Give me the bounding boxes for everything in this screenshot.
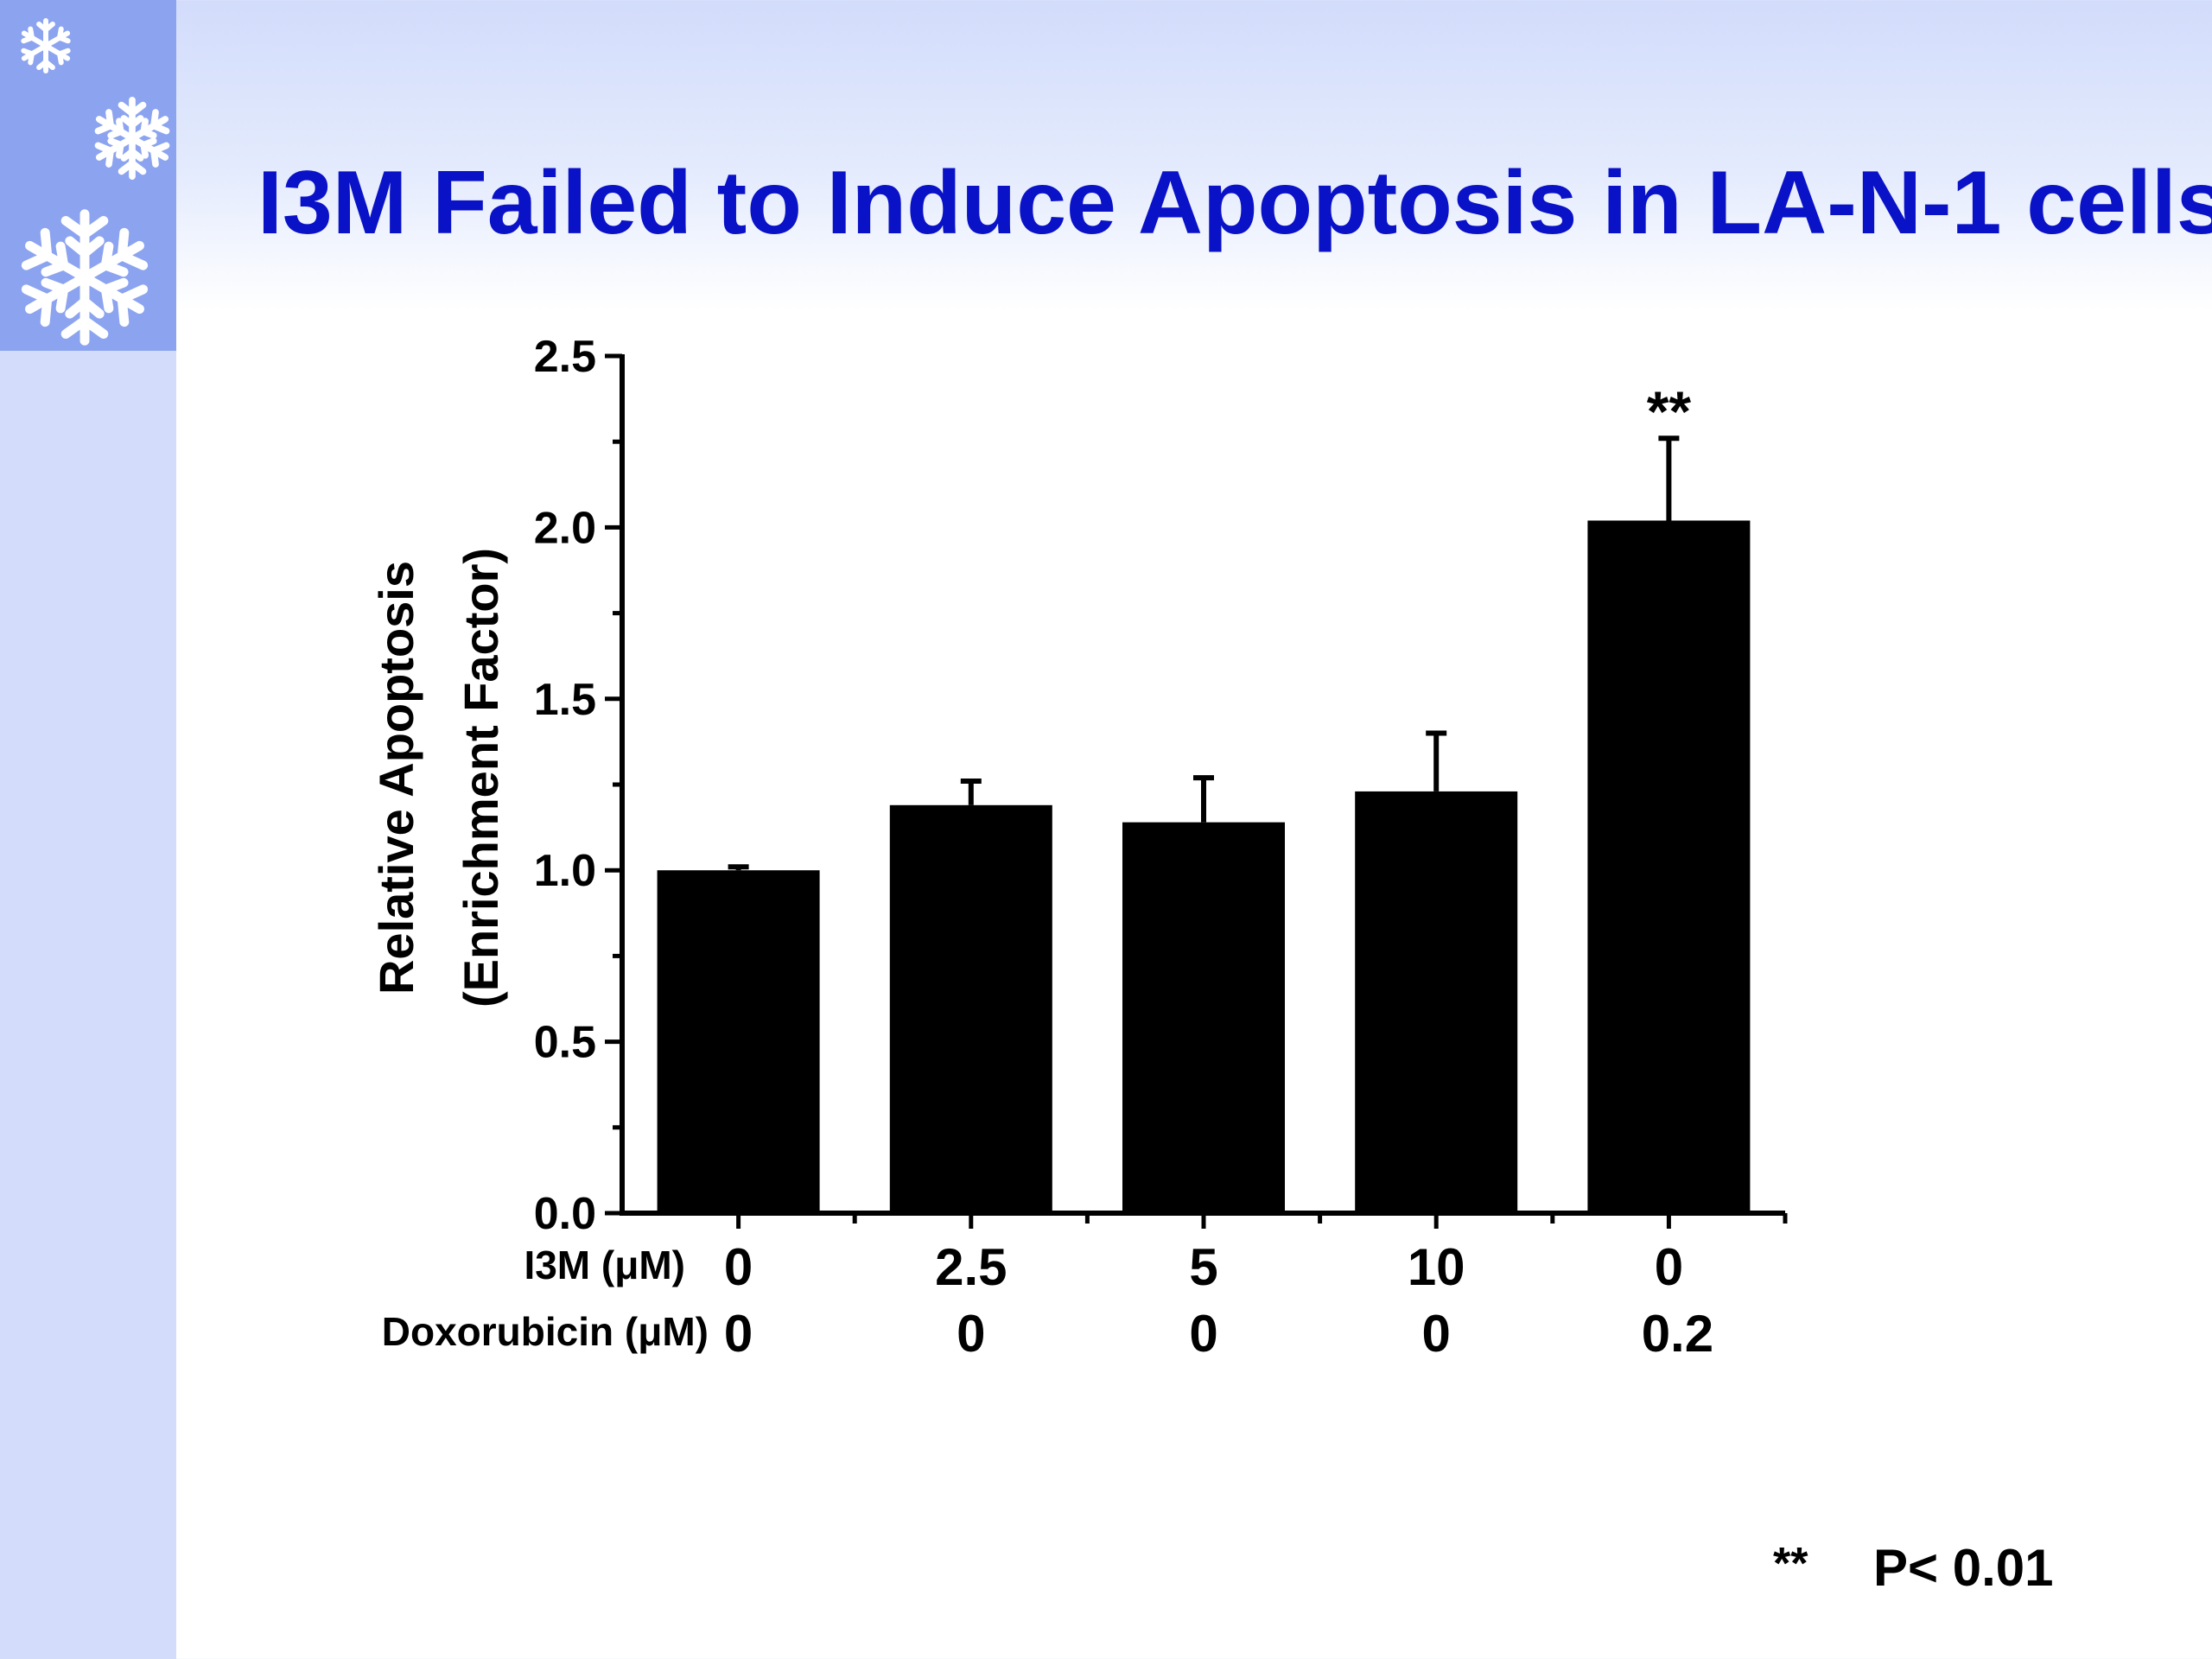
- snowflake-icon: [17, 17, 74, 74]
- y-tick-label: 1.5: [534, 675, 596, 725]
- bar: [657, 870, 820, 1213]
- significance-marker: **: [1647, 379, 1692, 443]
- y-tick-label: 0.5: [534, 1018, 596, 1068]
- left-decor-block: [0, 0, 176, 351]
- y-axis-title-line2: (Enrichment Factor): [454, 548, 508, 1007]
- x-label-i3m: 10: [1408, 1238, 1465, 1296]
- x-label-doxorubicin: 0: [1189, 1305, 1217, 1363]
- slide-title: I3M Failed to Induce Apoptosis in LA-N-1…: [257, 153, 2212, 253]
- y-axis-title: Relative Apoptosis (Enrichment Factor): [369, 548, 508, 1007]
- x-label-doxorubicin: 0: [724, 1305, 753, 1363]
- bar: [1355, 791, 1518, 1213]
- chart-bars: [657, 520, 1751, 1213]
- y-tick-label: 0.0: [534, 1189, 596, 1239]
- footnote-marker: **: [1773, 1539, 1808, 1589]
- y-axis-title-line1: Relative Apoptosis: [369, 561, 423, 995]
- chart-category-labels: I3M (μM) Doxorubicin (μM) 0 0 2.5 0 5 0 10 0 0 0.2: [382, 1238, 1713, 1363]
- y-tick-label: 2.0: [534, 503, 596, 553]
- bar: [1587, 520, 1751, 1213]
- snowflake-icon: [91, 97, 174, 183]
- row-label-doxorubicin: Doxorubicin (μM): [382, 1309, 709, 1354]
- x-label-i3m: 5: [1189, 1238, 1217, 1296]
- x-label-doxorubicin: 0: [957, 1305, 985, 1363]
- snowflake-icon: [17, 209, 152, 351]
- row-label-i3m: I3M (μM): [524, 1243, 685, 1287]
- y-tick-label: 2.5: [534, 332, 596, 382]
- y-tick-label: 1.0: [534, 846, 596, 896]
- x-label-i3m: 0: [724, 1238, 753, 1296]
- chart-error-bars: **: [728, 379, 1692, 871]
- x-label-i3m: 0: [1655, 1238, 1683, 1296]
- x-label-doxorubicin: 0: [1422, 1305, 1451, 1363]
- bar: [1122, 822, 1285, 1213]
- x-label-doxorubicin: 0.2: [1642, 1305, 1713, 1363]
- footnote-text: P< 0.01: [1873, 1539, 2054, 1597]
- x-label-i3m: 2.5: [935, 1238, 1007, 1296]
- bar: [889, 804, 1052, 1213]
